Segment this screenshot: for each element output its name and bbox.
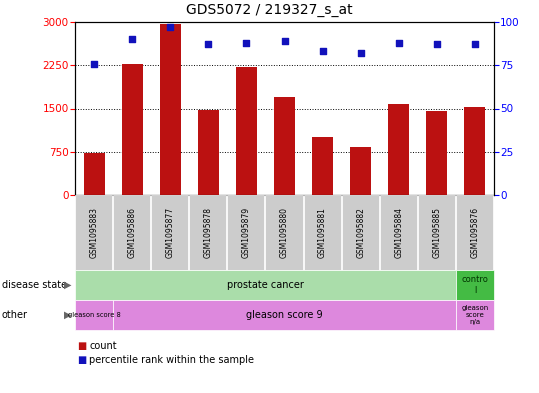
Text: GSM1095883: GSM1095883	[89, 207, 99, 258]
Text: GSM1095885: GSM1095885	[432, 207, 441, 258]
Text: count: count	[89, 341, 116, 351]
Text: other: other	[2, 310, 28, 320]
Text: GSM1095876: GSM1095876	[471, 207, 480, 258]
Bar	[388, 104, 409, 195]
Bar	[160, 24, 181, 195]
Bar	[426, 111, 447, 195]
Point	[356, 50, 365, 56]
Bar	[236, 67, 257, 195]
Bar	[350, 147, 371, 195]
Text: GSM1095882: GSM1095882	[356, 207, 365, 258]
Text: ▶: ▶	[64, 310, 71, 320]
Text: gleason score 9: gleason score 9	[246, 310, 323, 320]
Bar	[198, 110, 219, 195]
Bar	[274, 97, 295, 195]
Text: GSM1095881: GSM1095881	[318, 207, 327, 258]
Point	[204, 41, 212, 48]
Bar	[465, 107, 486, 195]
Bar	[312, 137, 333, 195]
Point	[318, 48, 327, 55]
Text: gleason score 8: gleason score 8	[68, 312, 120, 318]
Point	[433, 41, 441, 48]
Text: GSM1095877: GSM1095877	[165, 207, 175, 258]
Text: GSM1095879: GSM1095879	[242, 207, 251, 258]
Text: ■: ■	[77, 341, 86, 351]
Text: GSM1095880: GSM1095880	[280, 207, 289, 258]
Text: GDS5072 / 219327_s_at: GDS5072 / 219327_s_at	[186, 3, 353, 17]
Text: ▶: ▶	[64, 280, 71, 290]
Text: disease state: disease state	[2, 280, 67, 290]
Point	[128, 36, 136, 42]
Text: GSM1095878: GSM1095878	[204, 207, 213, 258]
Text: percentile rank within the sample: percentile rank within the sample	[89, 355, 254, 365]
Text: contro
l: contro l	[461, 275, 488, 295]
Point	[395, 40, 403, 46]
Bar	[122, 64, 143, 195]
Text: GSM1095886: GSM1095886	[128, 207, 136, 258]
Point	[166, 24, 175, 30]
Text: prostate cancer: prostate cancer	[227, 280, 304, 290]
Point	[280, 38, 289, 44]
Point	[471, 41, 479, 48]
Bar	[84, 154, 105, 195]
Point	[242, 40, 251, 46]
Point	[89, 61, 98, 67]
Text: gleason
score
n/a: gleason score n/a	[461, 305, 488, 325]
Text: GSM1095884: GSM1095884	[394, 207, 403, 258]
Text: ■: ■	[77, 355, 86, 365]
